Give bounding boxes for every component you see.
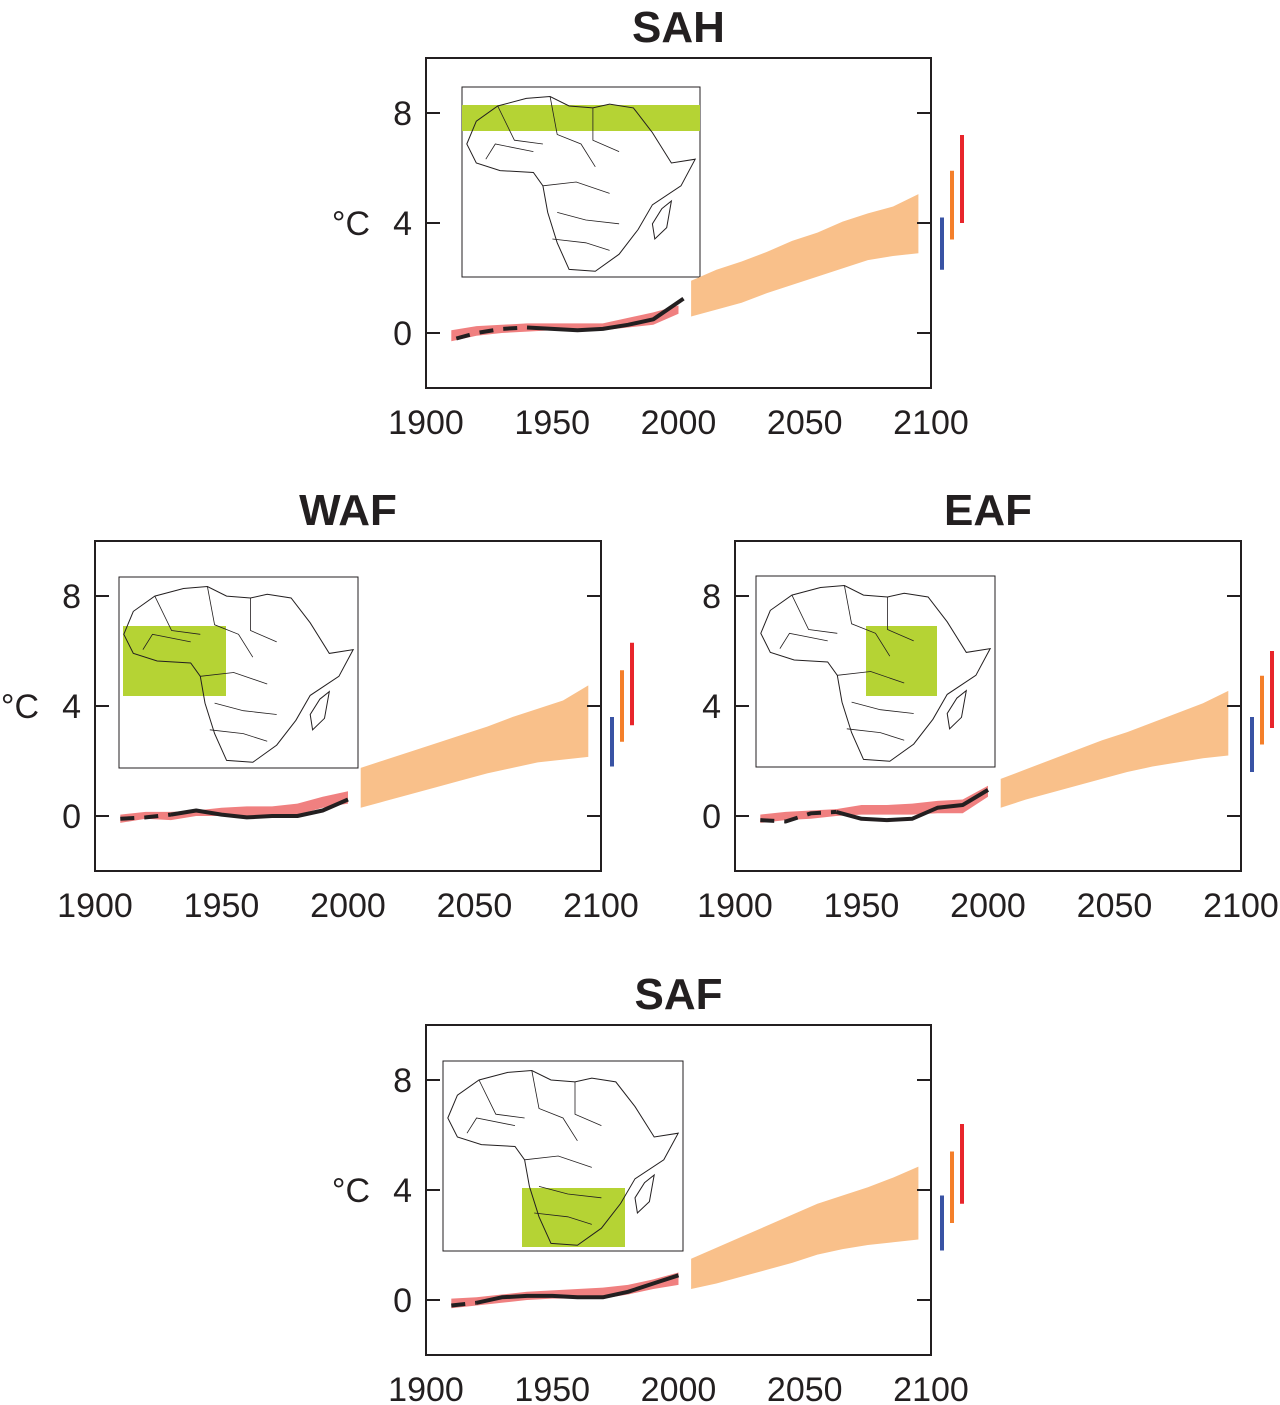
y-tick-label: 8 — [702, 578, 721, 616]
observed-line-dashed — [120, 812, 172, 821]
x-tick-label: 1950 — [824, 887, 900, 925]
country-border — [851, 701, 914, 714]
chart-panel-waf: WAF 0 4 8 °C 1900 1950 2000 2050 2100 — [1, 486, 639, 925]
country-border — [791, 594, 838, 634]
inset-region-highlight — [462, 105, 700, 131]
observed-line-dashed — [455, 325, 528, 341]
observed-line-dashed — [451, 1300, 477, 1308]
x-tick-label: 1900 — [388, 1371, 464, 1405]
x-tick-label: 1900 — [57, 887, 133, 925]
country-border — [887, 597, 914, 642]
country-border — [478, 1079, 525, 1119]
y-axis-unit: °C — [332, 205, 370, 243]
country-border — [574, 1081, 602, 1126]
country-border — [844, 585, 891, 657]
country-border — [485, 143, 534, 160]
inset-map — [442, 1060, 684, 1252]
y-tick-label: 0 — [393, 1282, 412, 1320]
y-tick-label: 4 — [393, 205, 412, 243]
country-border — [497, 105, 543, 145]
projection-range-band — [691, 1166, 919, 1289]
y-axis-unit: °C — [332, 1172, 370, 1210]
y-axis-unit: °C — [1, 688, 39, 726]
country-border — [552, 238, 610, 251]
x-tick-label: 2050 — [767, 404, 843, 442]
country-border — [779, 632, 828, 649]
inset-map — [118, 576, 359, 769]
country-border — [200, 672, 268, 685]
country-border — [209, 729, 268, 742]
inset-map — [755, 575, 996, 768]
x-tick-label: 1950 — [184, 887, 260, 925]
x-tick-label: 2100 — [893, 1371, 969, 1405]
observed-range-band — [451, 1272, 679, 1309]
observed-line-dashed — [760, 809, 837, 824]
y-tick-label: 4 — [62, 688, 81, 726]
x-tick-label: 2050 — [1077, 887, 1153, 925]
projection-range-band — [691, 194, 919, 317]
x-tick-label: 1950 — [514, 404, 590, 442]
observed-range-band — [451, 305, 679, 342]
country-border — [542, 181, 610, 194]
y-tick-label: 0 — [393, 315, 412, 353]
x-tick-label: 1900 — [388, 404, 464, 442]
country-border — [142, 633, 191, 650]
x-tick-label: 2100 — [563, 887, 639, 925]
chart-panel-sah: SAH 0 4 8 °C 1900 1950 2000 2050 2100 — [332, 3, 969, 442]
country-border — [524, 1155, 592, 1168]
chart-panel-eaf: EAF 0 4 8 1900 1950 2000 2050 2100 — [697, 486, 1279, 925]
country-border — [534, 1212, 592, 1225]
panel-title: EAF — [944, 486, 1032, 535]
projection-range-band — [360, 685, 589, 808]
projection-range-band — [1000, 690, 1229, 808]
country-border — [846, 728, 905, 741]
x-tick-label: 2050 — [437, 887, 513, 925]
x-tick-label: 2100 — [1203, 887, 1279, 925]
inset-map — [461, 86, 701, 278]
country-border — [207, 586, 254, 658]
x-tick-label: 2000 — [641, 1371, 717, 1405]
x-tick-label: 2050 — [767, 1371, 843, 1405]
y-tick-label: 8 — [393, 1062, 412, 1100]
country-border — [538, 1186, 602, 1199]
y-tick-label: 4 — [702, 688, 721, 726]
y-tick-label: 4 — [393, 1172, 412, 1210]
x-tick-label: 1900 — [697, 887, 773, 925]
country-border — [592, 107, 620, 152]
madagascar-outline — [634, 1173, 655, 1215]
observed-line — [170, 797, 349, 820]
x-tick-label: 2000 — [641, 404, 717, 442]
x-tick-label: 2100 — [893, 404, 969, 442]
y-tick-label: 0 — [702, 798, 721, 836]
madagascar-outline — [651, 199, 673, 241]
y-tick-label: 8 — [393, 95, 412, 133]
country-border — [557, 212, 620, 225]
country-border — [250, 598, 277, 643]
country-border — [214, 702, 277, 715]
x-tick-label: 2000 — [950, 887, 1026, 925]
panel-title: SAH — [632, 3, 725, 52]
inset-region-highlight — [866, 626, 937, 696]
x-tick-label: 2000 — [310, 887, 386, 925]
madagascar-outline — [309, 690, 331, 731]
country-border — [837, 671, 905, 684]
chart-panel-saf: SAF 0 4 8 °C 1900 1950 2000 2050 2100 — [332, 970, 969, 1405]
panel-title: WAF — [299, 486, 397, 535]
country-border — [549, 96, 596, 168]
x-tick-label: 1950 — [514, 1371, 590, 1405]
madagascar-outline — [946, 689, 968, 730]
observed-line — [476, 1273, 680, 1305]
country-border — [154, 595, 201, 635]
country-border — [531, 1070, 578, 1142]
y-tick-label: 0 — [62, 798, 81, 836]
y-tick-label: 8 — [62, 578, 81, 616]
observed-line — [835, 788, 990, 823]
country-border — [466, 1117, 516, 1134]
panel-title: SAF — [635, 970, 723, 1019]
inset-region-highlight — [123, 626, 226, 696]
observed-line — [526, 296, 685, 333]
